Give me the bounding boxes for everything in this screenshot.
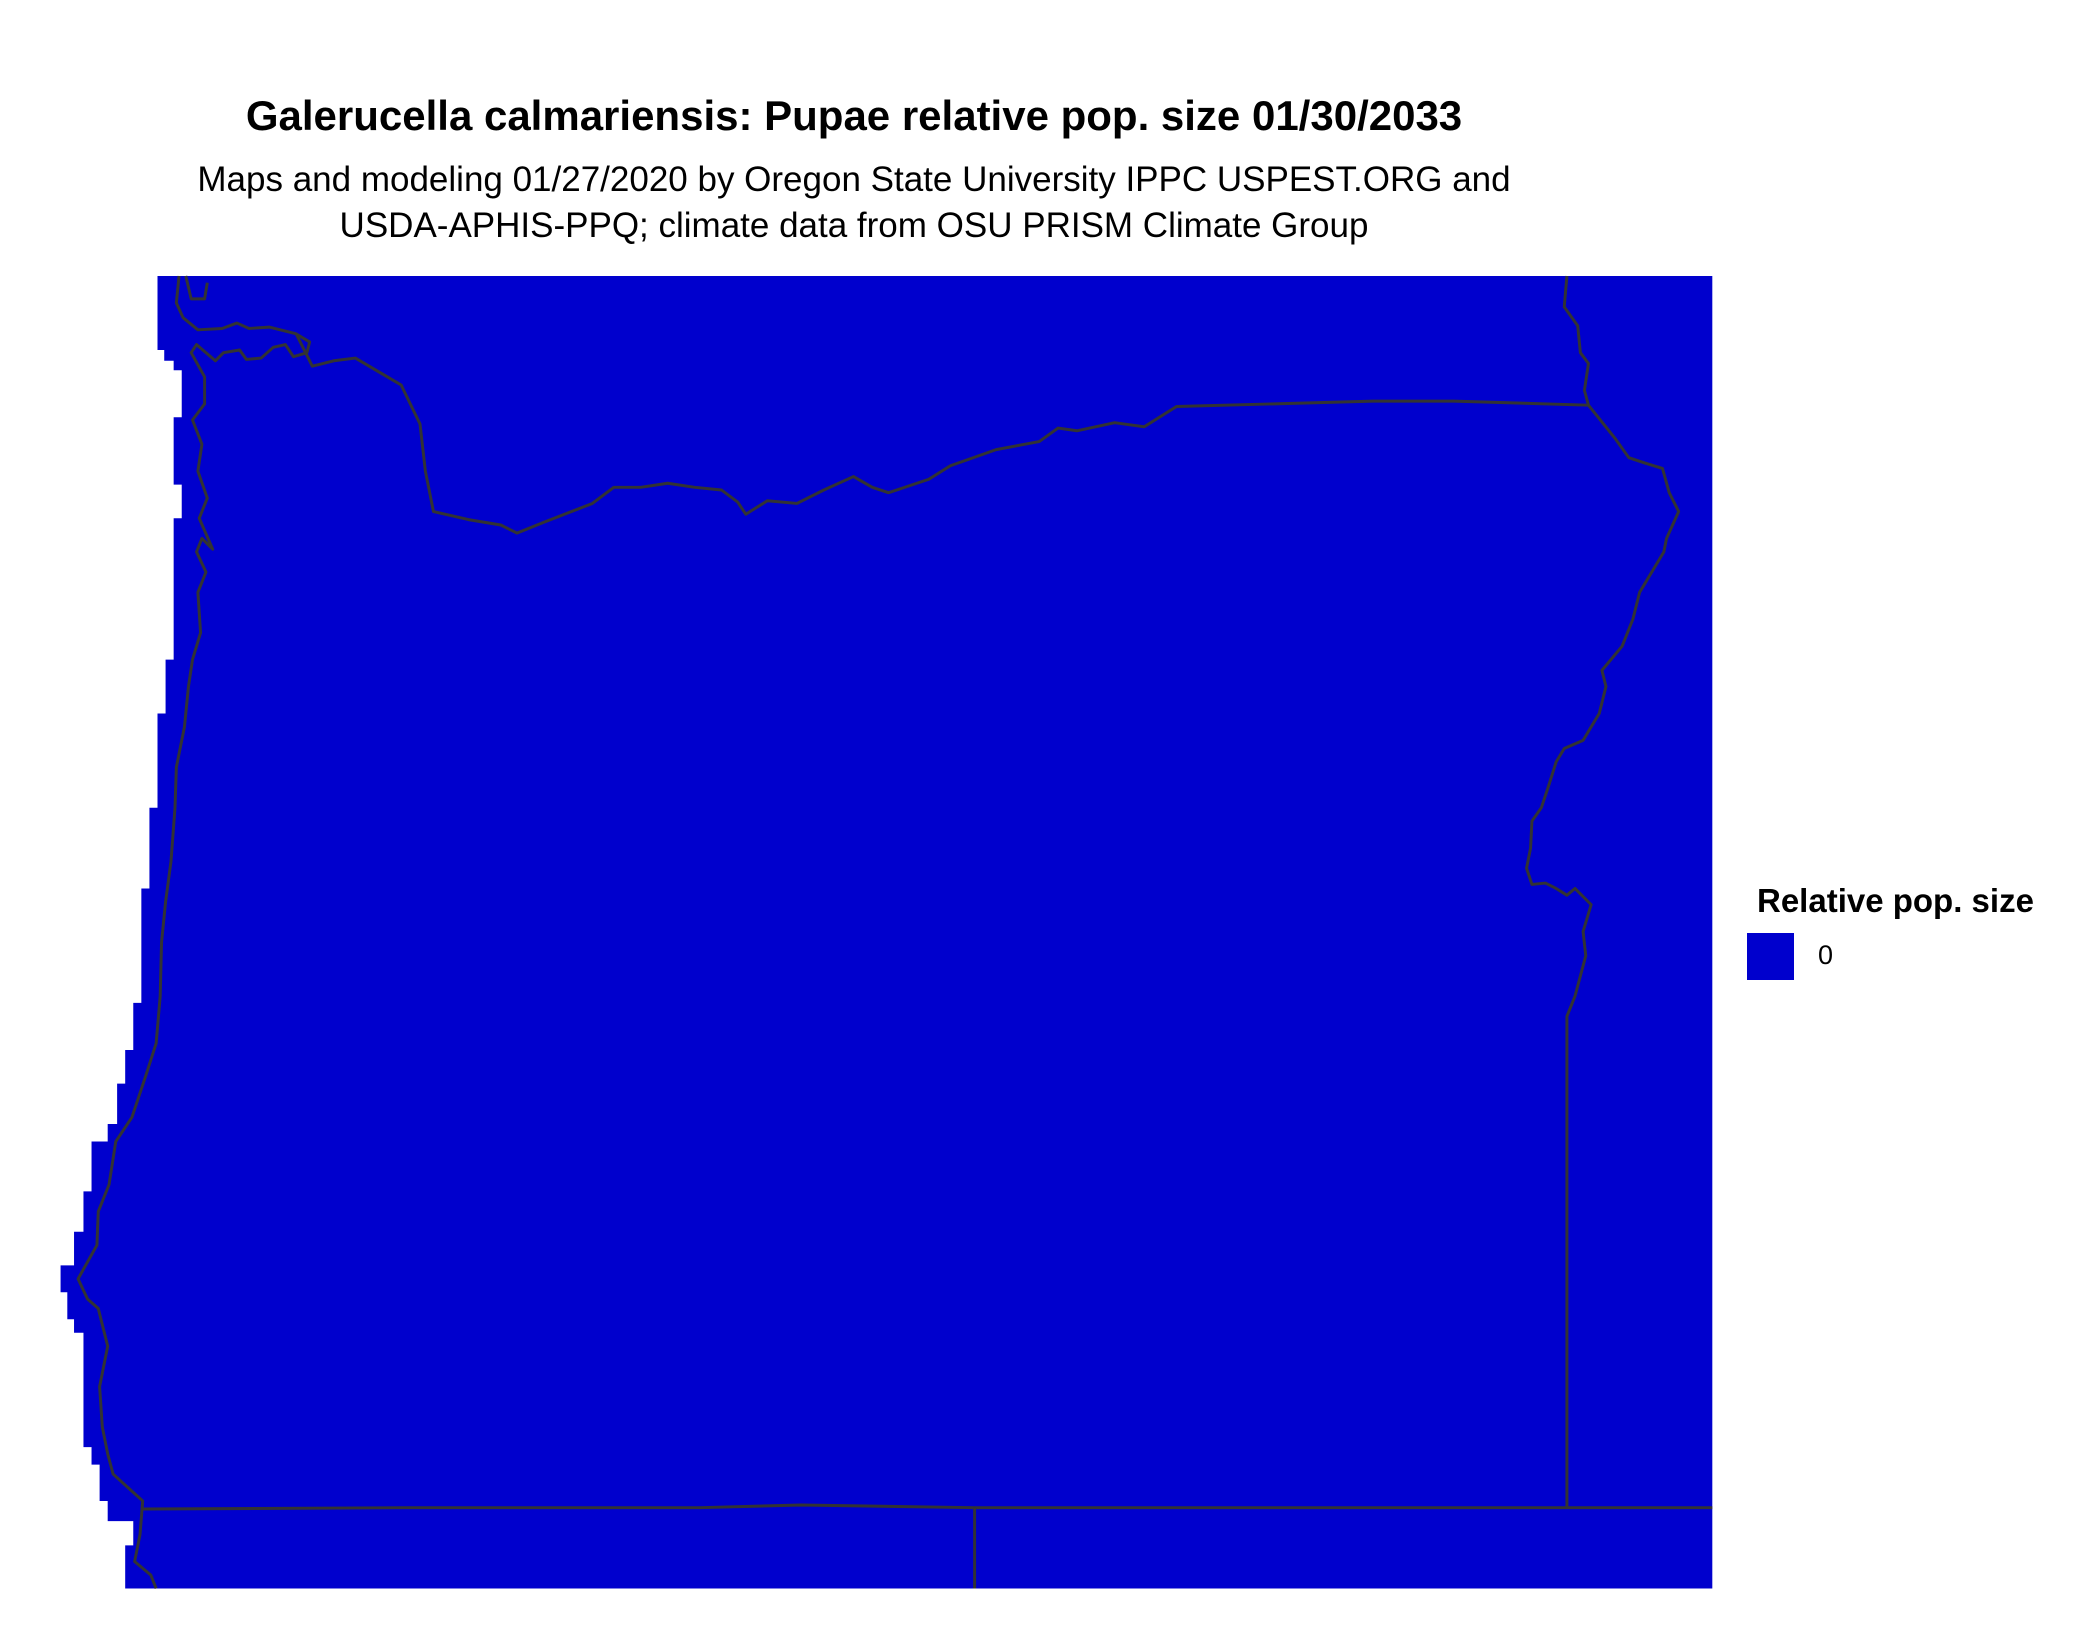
legend-key-label: 0 [1818,940,1834,970]
california-border [142,1503,1713,1511]
legend-key-swatch [1747,933,1794,980]
coastline-border [76,275,312,1590]
washington-idaho-border [1525,275,1681,1508]
legend-title: Relative pop. size [1757,882,2034,919]
map-title: Galerucella calmariensis: Pupae relative… [245,92,1463,139]
population-raster [60,275,1713,1589]
columbia-river-border [184,275,1589,535]
map-subtitle-line1: Maps and modeling 01/27/2020 by Oregon S… [197,160,1511,199]
map-subtitle-line2: USDA-APHIS-PPQ; climate data from OSU PR… [339,206,1369,245]
